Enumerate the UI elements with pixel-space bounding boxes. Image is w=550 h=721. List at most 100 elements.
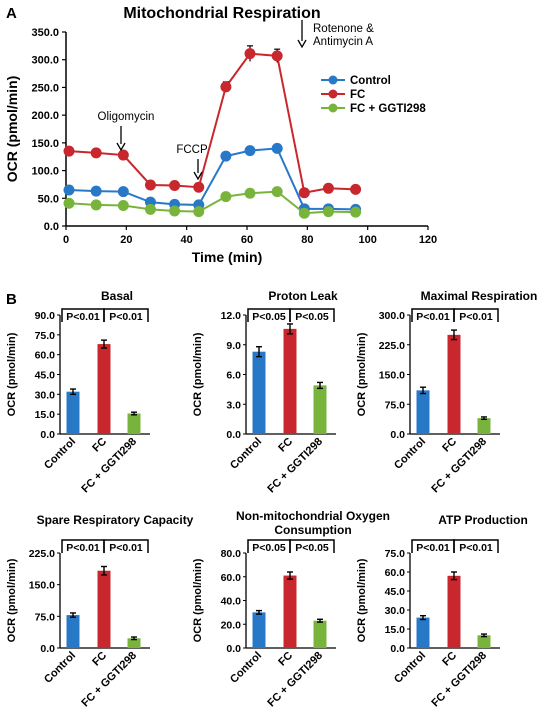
y-tick-label: 90.0 <box>35 310 56 322</box>
bar-chart-title: Basal <box>101 289 133 303</box>
bar-chart-title: Non-mitochondrial Oxygen <box>236 509 390 523</box>
data-point <box>169 205 181 217</box>
data-point <box>144 179 156 191</box>
data-point <box>90 147 102 159</box>
y-tick-label: 75.0 <box>385 399 406 411</box>
significance-label: P<0.05 <box>295 311 329 323</box>
x-tick-label: FC <box>90 436 109 455</box>
x-tick-label: FC + GGTI298 <box>265 436 325 496</box>
data-point <box>244 187 256 199</box>
x-tick-label: FC + GGTI298 <box>79 650 139 710</box>
annotation-label: Rotenone & <box>313 23 374 35</box>
bar-chart-title: Proton Leak <box>268 289 338 303</box>
y-tick-label: 150.0 <box>379 370 405 382</box>
significance-label: P<0.01 <box>459 311 493 323</box>
bar-charts: Basal 0.0 15.0 30.0 45.0 60.0 75.0 90.0 OCR (pmo… <box>6 289 537 709</box>
legend-label: FC + GGTI298 <box>350 103 426 115</box>
legend-label: FC <box>350 89 365 101</box>
y-tick-label: 75.0 <box>35 330 56 342</box>
data-point <box>63 145 75 157</box>
significance-label: P<0.05 <box>295 542 329 554</box>
data-point <box>271 186 283 198</box>
y-axis-label: OCR (pmol/min) <box>4 76 20 183</box>
data-point <box>90 185 102 197</box>
bar-chart-title: Consumption <box>274 523 351 537</box>
y-tick-label: 75.0 <box>385 548 406 560</box>
legend-marker <box>328 89 338 99</box>
significance-label: P<0.05 <box>252 542 286 554</box>
x-tick-label: FC <box>90 650 109 669</box>
y-tick-label: 100.0 <box>31 166 59 178</box>
x-tick-label: Control <box>42 650 78 686</box>
data-point <box>271 142 283 154</box>
bar <box>477 635 491 648</box>
y-axis-label: OCR (pmol/min) <box>356 332 368 416</box>
y-tick-label: 15.0 <box>35 409 56 421</box>
x-tick-label: FC <box>276 650 295 669</box>
data-point <box>169 180 181 192</box>
data-point <box>193 206 205 218</box>
y-tick-label: 0.0 <box>226 643 241 655</box>
data-point <box>322 182 334 194</box>
significance-bracket <box>453 539 499 553</box>
significance-label: P<0.01 <box>109 311 143 323</box>
data-point <box>322 206 334 218</box>
legend-marker <box>328 103 338 113</box>
annotation-arrowhead <box>297 39 307 49</box>
y-tick-label: 200.0 <box>31 110 59 122</box>
bar <box>283 575 297 648</box>
bar <box>447 575 461 648</box>
y-tick-label: 0.0 <box>390 643 405 655</box>
significance-bracket <box>103 539 149 553</box>
data-point <box>144 203 156 215</box>
y-tick-label: 0.0 <box>226 429 241 441</box>
significance-bracket <box>289 308 335 322</box>
annotation-arrowhead <box>116 142 126 152</box>
legend-marker <box>328 75 338 85</box>
significance-bracket <box>289 539 335 553</box>
data-point <box>244 48 256 60</box>
x-tick-label: FC <box>440 436 459 455</box>
bar <box>66 391 80 434</box>
line-chart-mitochondrial-respiration: Mitochondrial Respiration 0.0 50.0 100.0 150… <box>4 5 437 265</box>
bar <box>477 418 491 434</box>
data-point <box>350 183 362 195</box>
data-point <box>117 186 129 198</box>
panel-a-label: A <box>6 5 17 22</box>
bar-chart-title: Maximal Respiration <box>421 289 538 303</box>
y-tick-label: 30.0 <box>385 605 406 617</box>
bar <box>66 615 80 648</box>
y-tick-label: 0.0 <box>40 643 55 655</box>
bar <box>97 344 111 434</box>
data-point <box>193 181 205 193</box>
bar <box>127 638 141 648</box>
y-tick-label: 50.0 <box>38 193 59 205</box>
bar <box>416 617 430 648</box>
x-tick-label: FC + GGTI298 <box>429 650 489 710</box>
significance-label: P<0.01 <box>66 311 100 323</box>
significance-label: P<0.01 <box>109 542 143 554</box>
y-tick-label: 60.0 <box>35 350 56 362</box>
x-tick-label: 20 <box>120 234 132 246</box>
data-point <box>350 206 362 218</box>
significance-label: P<0.01 <box>459 542 493 554</box>
y-tick-label: 350.0 <box>31 27 59 39</box>
x-tick-label: 80 <box>301 234 313 246</box>
y-tick-label: 40.0 <box>221 596 242 608</box>
y-tick-label: 300.0 <box>379 310 405 322</box>
series-line <box>68 147 356 211</box>
y-tick-label: 150.0 <box>31 138 59 150</box>
y-tick-label: 30.0 <box>35 389 56 401</box>
y-tick-label: 225.0 <box>29 548 55 560</box>
x-tick-label: 0 <box>63 234 69 246</box>
bar <box>447 334 461 434</box>
annotation-arrowhead <box>193 171 203 181</box>
series-line <box>68 52 356 194</box>
x-tick-label: FC + GGTI298 <box>265 650 325 710</box>
y-tick-label: 9.0 <box>226 340 241 352</box>
y-tick-label: 250.0 <box>31 82 59 94</box>
data-point <box>298 187 310 199</box>
x-tick-label: 40 <box>181 234 193 246</box>
data-point <box>63 184 75 196</box>
